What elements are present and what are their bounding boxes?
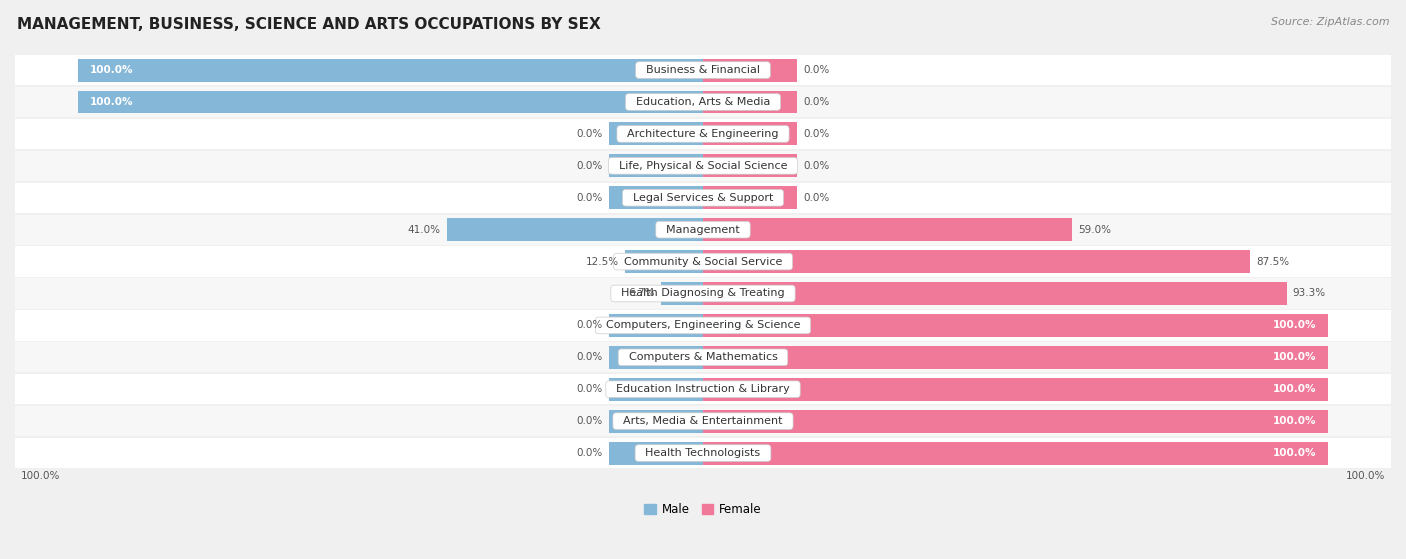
Text: 0.0%: 0.0% (803, 65, 830, 75)
Text: 0.0%: 0.0% (803, 193, 830, 203)
Bar (77, 59, 703, 82)
Text: 0.0%: 0.0% (803, 129, 830, 139)
Text: 0.0%: 0.0% (576, 384, 603, 394)
Text: 6.7%: 6.7% (628, 288, 655, 299)
Text: 0.0%: 0.0% (803, 161, 830, 171)
Text: 59.0%: 59.0% (1078, 225, 1111, 235)
Bar (15, 310, 1391, 340)
Bar (703, 442, 1329, 465)
Bar (15, 183, 1391, 213)
Text: MANAGEMENT, BUSINESS, SCIENCE AND ARTS OCCUPATIONS BY SEX: MANAGEMENT, BUSINESS, SCIENCE AND ARTS O… (17, 17, 600, 32)
Bar (661, 282, 703, 305)
Text: 0.0%: 0.0% (576, 161, 603, 171)
Bar (609, 314, 703, 337)
Bar (609, 122, 703, 145)
Text: 100.0%: 100.0% (90, 65, 134, 75)
Text: 100.0%: 100.0% (1346, 471, 1385, 481)
Bar (609, 346, 703, 369)
Text: 0.0%: 0.0% (576, 193, 603, 203)
Text: Education, Arts & Media: Education, Arts & Media (628, 97, 778, 107)
Bar (15, 438, 1391, 468)
Text: 93.3%: 93.3% (1292, 288, 1326, 299)
Text: Computers, Engineering & Science: Computers, Engineering & Science (599, 320, 807, 330)
Bar (15, 374, 1391, 404)
Text: 100.0%: 100.0% (90, 97, 134, 107)
Bar (15, 278, 1391, 309)
Text: Business & Financial: Business & Financial (638, 65, 768, 75)
Text: 100.0%: 100.0% (1272, 320, 1316, 330)
Bar (609, 154, 703, 177)
Text: 0.0%: 0.0% (576, 448, 603, 458)
Bar (703, 250, 1250, 273)
Text: Education Instruction & Library: Education Instruction & Library (609, 384, 797, 394)
Bar (77, 91, 703, 113)
Bar (15, 55, 1391, 85)
Bar (609, 442, 703, 465)
Bar (703, 282, 1286, 305)
Bar (609, 186, 703, 209)
Text: 41.0%: 41.0% (408, 225, 440, 235)
Bar (15, 342, 1391, 372)
Bar (15, 151, 1391, 181)
Text: Life, Physical & Social Science: Life, Physical & Social Science (612, 161, 794, 171)
Bar (15, 119, 1391, 149)
Bar (609, 378, 703, 401)
Text: 100.0%: 100.0% (21, 471, 60, 481)
Text: Health Technologists: Health Technologists (638, 448, 768, 458)
Bar (703, 410, 1329, 433)
Text: Arts, Media & Entertainment: Arts, Media & Entertainment (616, 416, 790, 426)
Bar (15, 406, 1391, 437)
Bar (703, 59, 797, 82)
Bar (703, 314, 1329, 337)
Bar (15, 247, 1391, 277)
Bar (624, 250, 703, 273)
Bar (703, 186, 797, 209)
Text: 100.0%: 100.0% (1272, 448, 1316, 458)
Bar (703, 154, 797, 177)
Text: 100.0%: 100.0% (1272, 352, 1316, 362)
Bar (703, 122, 797, 145)
Bar (15, 87, 1391, 117)
Bar (703, 91, 797, 113)
Text: 100.0%: 100.0% (1272, 384, 1316, 394)
Text: Architecture & Engineering: Architecture & Engineering (620, 129, 786, 139)
Text: 0.0%: 0.0% (576, 416, 603, 426)
Text: 87.5%: 87.5% (1257, 257, 1289, 267)
Text: 0.0%: 0.0% (803, 97, 830, 107)
Bar (15, 215, 1391, 245)
Text: Source: ZipAtlas.com: Source: ZipAtlas.com (1271, 17, 1389, 27)
Text: Health Diagnosing & Treating: Health Diagnosing & Treating (614, 288, 792, 299)
Text: Legal Services & Support: Legal Services & Support (626, 193, 780, 203)
Text: Management: Management (659, 225, 747, 235)
Text: 0.0%: 0.0% (576, 320, 603, 330)
Text: Community & Social Service: Community & Social Service (617, 257, 789, 267)
Text: 12.5%: 12.5% (585, 257, 619, 267)
Text: 100.0%: 100.0% (1272, 416, 1316, 426)
Bar (703, 218, 1071, 241)
Text: 0.0%: 0.0% (576, 129, 603, 139)
Bar (703, 346, 1329, 369)
Text: Computers & Mathematics: Computers & Mathematics (621, 352, 785, 362)
Text: 0.0%: 0.0% (576, 352, 603, 362)
Bar (609, 410, 703, 433)
Bar (703, 378, 1329, 401)
Legend: Male, Female: Male, Female (640, 499, 766, 521)
Bar (447, 218, 703, 241)
